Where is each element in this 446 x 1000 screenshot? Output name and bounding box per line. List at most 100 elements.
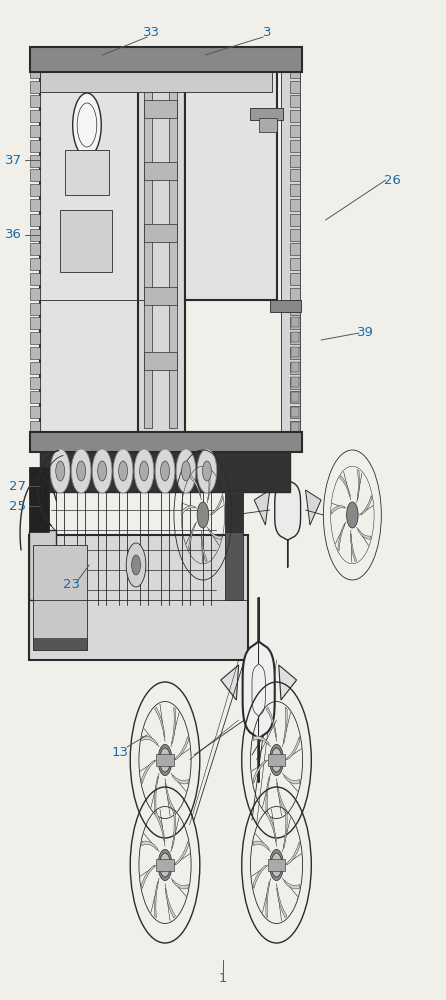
- Polygon shape: [266, 882, 270, 918]
- Bar: [30, 95, 40, 107]
- Circle shape: [132, 555, 140, 575]
- Bar: [30, 110, 40, 122]
- Bar: [156, 754, 174, 766]
- Polygon shape: [165, 783, 175, 813]
- Bar: [30, 421, 40, 433]
- Circle shape: [160, 748, 170, 772]
- Polygon shape: [141, 760, 155, 783]
- Polygon shape: [266, 812, 277, 842]
- Circle shape: [271, 853, 282, 877]
- Circle shape: [158, 849, 172, 881]
- Text: 3: 3: [263, 25, 272, 38]
- Circle shape: [271, 748, 282, 772]
- Polygon shape: [361, 495, 372, 515]
- Circle shape: [197, 502, 209, 528]
- Bar: [250, 108, 283, 120]
- Bar: [30, 66, 40, 78]
- Bar: [30, 169, 40, 181]
- Bar: [270, 300, 301, 312]
- Bar: [144, 224, 177, 242]
- Bar: [290, 347, 300, 359]
- Bar: [144, 352, 177, 370]
- Polygon shape: [208, 470, 210, 500]
- Bar: [30, 125, 40, 137]
- Polygon shape: [284, 880, 300, 889]
- Bar: [290, 214, 300, 226]
- Bar: [290, 95, 300, 107]
- Polygon shape: [266, 707, 277, 737]
- Bar: [225, 490, 243, 532]
- Circle shape: [347, 502, 358, 528]
- Bar: [290, 273, 300, 285]
- Polygon shape: [154, 777, 158, 813]
- Bar: [30, 347, 40, 359]
- Circle shape: [160, 853, 170, 877]
- Polygon shape: [351, 534, 357, 561]
- Bar: [281, 65, 300, 435]
- Bar: [290, 155, 300, 167]
- Circle shape: [197, 449, 217, 493]
- Polygon shape: [331, 506, 344, 514]
- Polygon shape: [221, 665, 239, 700]
- Circle shape: [71, 449, 91, 493]
- Bar: [259, 118, 277, 132]
- Circle shape: [176, 449, 196, 493]
- Bar: [290, 169, 300, 181]
- Bar: [29, 530, 56, 600]
- Polygon shape: [277, 888, 287, 918]
- Polygon shape: [283, 812, 287, 848]
- Bar: [290, 243, 300, 255]
- Bar: [40, 70, 272, 92]
- Bar: [30, 273, 40, 285]
- Polygon shape: [175, 842, 189, 865]
- Bar: [40, 450, 290, 492]
- Bar: [225, 532, 243, 600]
- Polygon shape: [340, 476, 351, 496]
- Polygon shape: [253, 841, 269, 850]
- Bar: [290, 421, 300, 433]
- Polygon shape: [211, 495, 223, 515]
- Polygon shape: [277, 783, 287, 813]
- Bar: [290, 288, 300, 300]
- Polygon shape: [287, 842, 300, 865]
- Bar: [30, 317, 40, 329]
- Polygon shape: [175, 737, 189, 760]
- Polygon shape: [173, 775, 189, 784]
- Polygon shape: [141, 841, 157, 850]
- Bar: [185, 65, 277, 300]
- Bar: [144, 162, 177, 180]
- Bar: [290, 406, 300, 418]
- Text: 39: 39: [357, 326, 374, 340]
- Polygon shape: [266, 777, 270, 813]
- Bar: [33, 638, 87, 650]
- Bar: [138, 65, 185, 435]
- Bar: [290, 110, 300, 122]
- Bar: [290, 184, 300, 196]
- Polygon shape: [172, 812, 176, 848]
- Polygon shape: [155, 707, 165, 737]
- Text: 1: 1: [219, 972, 227, 984]
- Circle shape: [158, 744, 172, 776]
- Circle shape: [73, 93, 101, 157]
- Polygon shape: [253, 736, 269, 745]
- Bar: [144, 287, 177, 305]
- Circle shape: [77, 461, 86, 481]
- Circle shape: [269, 744, 284, 776]
- Polygon shape: [306, 490, 321, 525]
- Bar: [291, 362, 299, 372]
- Text: 36: 36: [5, 229, 22, 241]
- Polygon shape: [154, 882, 158, 918]
- Bar: [30, 47, 302, 72]
- Bar: [30, 81, 40, 93]
- Circle shape: [202, 461, 211, 481]
- Bar: [30, 303, 40, 315]
- Bar: [290, 332, 300, 344]
- Bar: [290, 303, 300, 315]
- Bar: [40, 65, 169, 435]
- Polygon shape: [141, 736, 157, 745]
- Bar: [291, 422, 299, 432]
- Bar: [30, 199, 40, 211]
- Bar: [291, 377, 299, 387]
- Bar: [290, 125, 300, 137]
- Bar: [290, 81, 300, 93]
